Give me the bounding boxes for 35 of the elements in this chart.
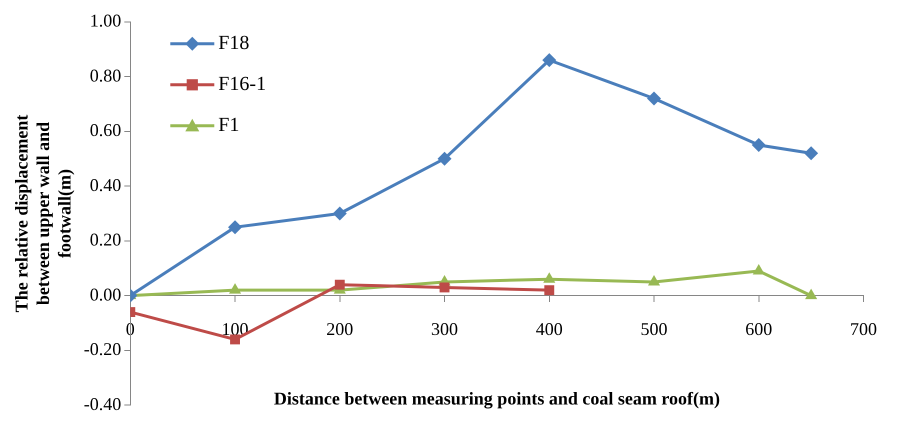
x-tick-label: 200	[326, 319, 354, 340]
point	[752, 138, 766, 152]
y-tick-label: 0.20	[90, 230, 122, 250]
point	[230, 334, 240, 344]
y-tick-label: 0.80	[90, 65, 122, 86]
point	[544, 285, 554, 296]
y-tick-label: -0.20	[84, 339, 122, 360]
x-tick-label: 600	[745, 319, 772, 340]
legend-label: F1	[218, 114, 240, 136]
x-tick-label: 700	[850, 319, 877, 340]
point	[543, 272, 556, 283]
point	[440, 282, 450, 292]
point	[647, 91, 662, 106]
x-tick-label: 0	[126, 319, 135, 340]
point	[228, 220, 242, 234]
point	[438, 152, 452, 166]
legend-label: F16-1	[218, 73, 266, 96]
point	[332, 206, 347, 220]
y-axis-title: The relative displacement between upper wall and footwall(m)	[11, 114, 75, 312]
point	[648, 274, 660, 286]
x-tick-label: 300	[431, 319, 458, 340]
point	[804, 146, 818, 160]
point	[228, 283, 242, 294]
y-tick-label: 0.00	[90, 284, 122, 304]
y-tick-label: 0.60	[90, 120, 122, 140]
legend-label: F18	[218, 32, 250, 54]
y-tick-label: 0.40	[90, 174, 122, 195]
y-tick-label: -0.40	[84, 394, 122, 414]
point	[334, 280, 345, 290]
point	[542, 53, 556, 68]
x-tick-label: 500	[640, 319, 668, 340]
x-axis-title: Distance between measuring points and coal seam roof(m)	[274, 388, 720, 409]
y-tick-label: 1.00	[90, 10, 122, 31]
point	[805, 288, 818, 300]
x-tick-label: 400	[536, 319, 563, 340]
